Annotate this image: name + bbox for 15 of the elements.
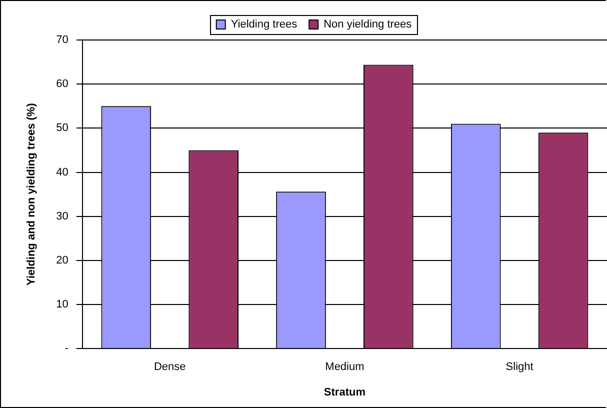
y-tick-label: 40 <box>56 166 68 178</box>
legend-label: Non yielding trees <box>324 18 412 31</box>
y-tick-label: 60 <box>56 78 68 90</box>
y-tick-label: 20 <box>56 254 68 266</box>
y-tick-label: - <box>64 342 69 355</box>
legend-label: Yielding trees <box>230 18 298 31</box>
y-tick-label: 50 <box>56 122 68 134</box>
y-tick-label: 10 <box>56 298 68 311</box>
y-tick-label: 70 <box>56 34 68 46</box>
x-tick-label: Medium <box>325 361 364 374</box>
x-tick-label: Dense <box>154 361 186 374</box>
x-tick-label: Slight <box>506 361 534 374</box>
x-axis-title: Stratum <box>324 386 366 398</box>
y-tick-label: 30 <box>56 210 68 222</box>
y-axis-title: Yielding and non yielding trees (%) <box>26 102 38 286</box>
